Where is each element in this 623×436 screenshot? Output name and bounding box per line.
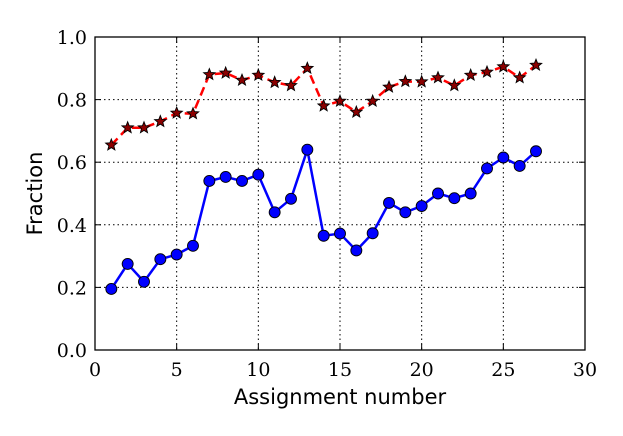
data-series bbox=[104, 57, 543, 295]
data-point bbox=[382, 79, 396, 93]
x-tick-label: 10 bbox=[246, 359, 270, 381]
data-point bbox=[153, 114, 168, 128]
data-point bbox=[202, 67, 217, 81]
data-point bbox=[284, 78, 298, 92]
data-point bbox=[186, 106, 200, 120]
data-point bbox=[447, 78, 462, 92]
data-point bbox=[252, 168, 265, 181]
data-point bbox=[496, 59, 511, 73]
data-point bbox=[431, 70, 445, 84]
data-point bbox=[529, 57, 543, 72]
data-point bbox=[432, 187, 444, 200]
y-tick-label: 0.4 bbox=[57, 215, 87, 237]
data-point bbox=[301, 143, 314, 156]
x-tick-label: 5 bbox=[171, 359, 183, 381]
data-point bbox=[218, 65, 233, 79]
data-point bbox=[170, 248, 183, 261]
data-point bbox=[267, 75, 282, 89]
y-tick-label: 1.0 bbox=[57, 27, 87, 49]
data-point bbox=[414, 74, 429, 88]
y-axis-label: Fraction bbox=[23, 152, 47, 236]
data-point bbox=[513, 160, 526, 172]
data-point bbox=[104, 137, 119, 151]
data-point bbox=[464, 187, 477, 200]
y-tick-label: 0.8 bbox=[57, 90, 87, 112]
data-point bbox=[235, 72, 249, 87]
data-point bbox=[268, 206, 281, 219]
data-point bbox=[415, 200, 428, 212]
data-point bbox=[366, 227, 379, 240]
data-point bbox=[349, 104, 364, 118]
data-point bbox=[333, 93, 347, 108]
data-point bbox=[317, 229, 330, 242]
series-line bbox=[110, 148, 537, 290]
data-point bbox=[463, 67, 478, 82]
x-tick-label: 25 bbox=[491, 359, 515, 381]
data-point bbox=[316, 98, 331, 112]
data-point bbox=[365, 93, 380, 108]
data-point bbox=[169, 105, 184, 119]
data-point bbox=[448, 192, 461, 205]
y-tick-label: 0.6 bbox=[57, 152, 87, 174]
data-point bbox=[512, 70, 527, 84]
x-tick-label: 30 bbox=[573, 359, 597, 381]
data-point bbox=[481, 162, 493, 175]
x-tick-label: 0 bbox=[89, 359, 101, 381]
data-point bbox=[530, 145, 542, 158]
data-point bbox=[138, 275, 150, 288]
data-point bbox=[251, 67, 266, 82]
y-tick-label: 0.0 bbox=[57, 340, 87, 362]
x-tick-label: 20 bbox=[410, 359, 434, 381]
data-point bbox=[399, 206, 412, 219]
data-point bbox=[203, 175, 216, 187]
data-point bbox=[219, 170, 232, 183]
data-point bbox=[334, 227, 346, 240]
x-axis-label: Assignment number bbox=[234, 385, 447, 409]
data-point bbox=[350, 244, 363, 257]
data-point bbox=[398, 74, 413, 88]
data-point bbox=[120, 120, 135, 134]
data-point bbox=[300, 61, 315, 75]
data-point bbox=[236, 175, 248, 187]
data-point bbox=[383, 196, 395, 209]
y-tick-label: 0.2 bbox=[57, 277, 87, 299]
data-point bbox=[137, 120, 151, 134]
grid-lines bbox=[94, 36, 586, 351]
data-point bbox=[105, 283, 118, 295]
data-point bbox=[154, 253, 167, 266]
data-point bbox=[497, 151, 510, 164]
data-point bbox=[480, 64, 494, 78]
y-tick-labels: 0.0 0.2 0.4 0.6 0.8 1.0 bbox=[57, 27, 87, 362]
series-2 bbox=[105, 143, 542, 295]
plot-frame bbox=[94, 36, 586, 351]
x-tick-labels: 0 5 10 15 20 25 30 bbox=[89, 359, 597, 381]
series-1 bbox=[104, 57, 543, 151]
data-point bbox=[121, 257, 134, 270]
data-point bbox=[187, 239, 199, 252]
x-tick-label: 15 bbox=[328, 359, 352, 381]
data-point bbox=[285, 192, 297, 205]
